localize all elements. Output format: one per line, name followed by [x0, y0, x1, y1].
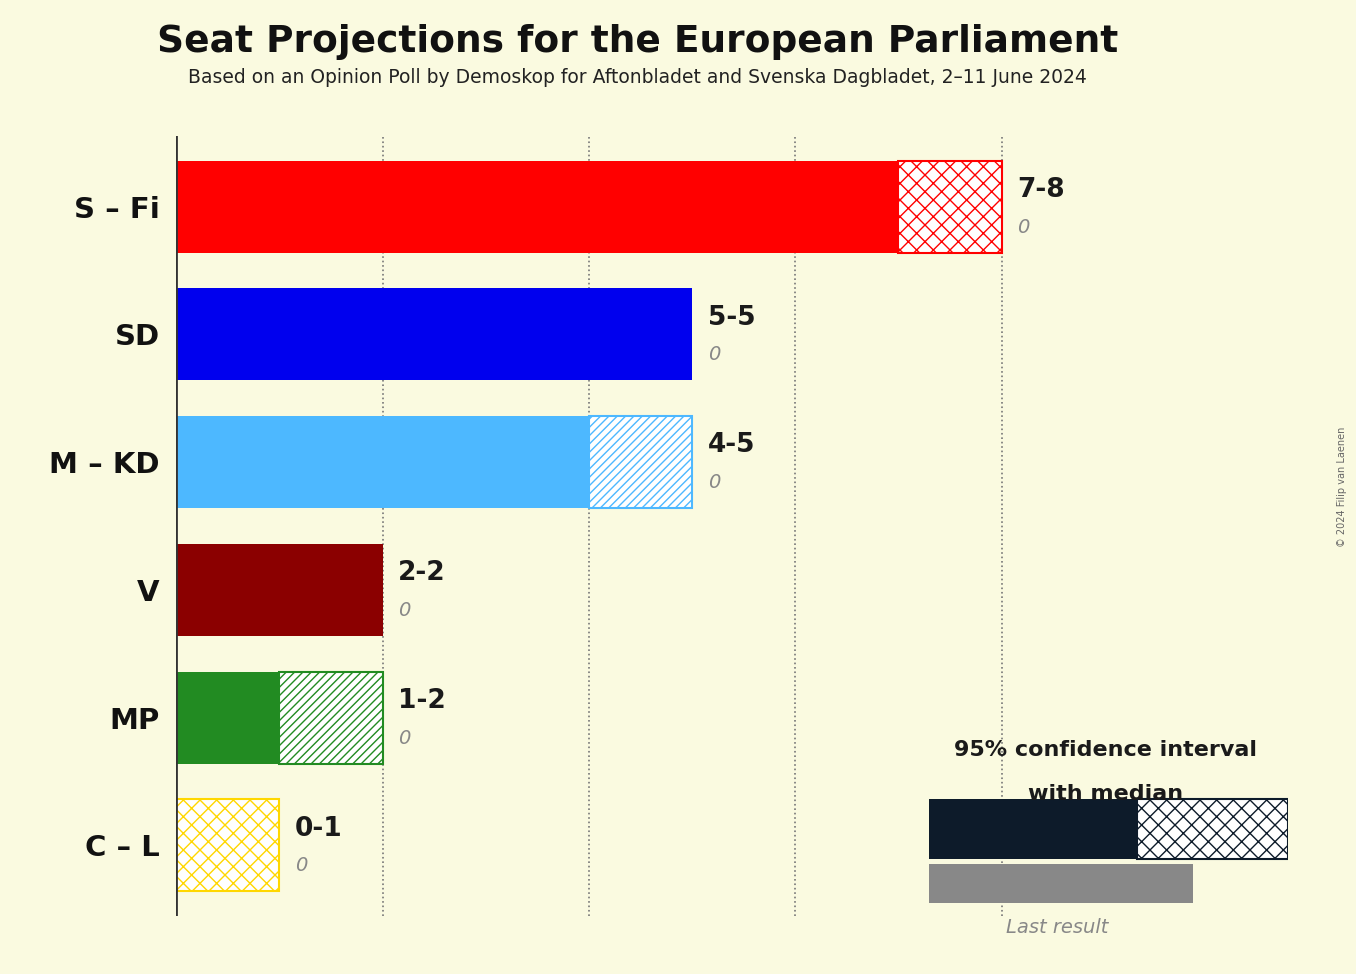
Text: 0: 0 [708, 346, 720, 364]
Text: Based on an Opinion Poll by Demoskop for Aftonbladet and Svenska Dagbladet, 2–11: Based on an Opinion Poll by Demoskop for… [188, 68, 1086, 88]
Bar [929, 799, 1138, 859]
Bar [176, 416, 589, 508]
Bar [899, 161, 1002, 252]
Bar [176, 288, 692, 380]
Text: 0: 0 [399, 601, 411, 619]
Bar [176, 800, 279, 891]
Bar [176, 161, 899, 252]
Text: with median: with median [1028, 784, 1182, 805]
Text: 5-5: 5-5 [708, 305, 755, 331]
Text: 0-1: 0-1 [296, 815, 343, 842]
Bar [1138, 799, 1288, 859]
Text: 0: 0 [296, 856, 308, 876]
Bar [279, 672, 382, 764]
Bar [176, 672, 279, 764]
Text: 1-2: 1-2 [399, 688, 446, 714]
Text: © 2024 Filip van Laenen: © 2024 Filip van Laenen [1337, 427, 1348, 547]
Text: 2-2: 2-2 [399, 560, 446, 586]
Text: 95% confidence interval: 95% confidence interval [953, 739, 1257, 760]
Text: 0: 0 [708, 473, 720, 492]
Text: Last result: Last result [1006, 918, 1109, 937]
Text: 7-8: 7-8 [1017, 177, 1064, 203]
Text: 0: 0 [1017, 217, 1029, 237]
Text: Seat Projections for the European Parliament: Seat Projections for the European Parlia… [157, 24, 1117, 60]
Bar [589, 416, 692, 508]
Text: 0: 0 [399, 729, 411, 747]
Text: 4-5: 4-5 [708, 432, 755, 459]
Bar [176, 543, 382, 636]
